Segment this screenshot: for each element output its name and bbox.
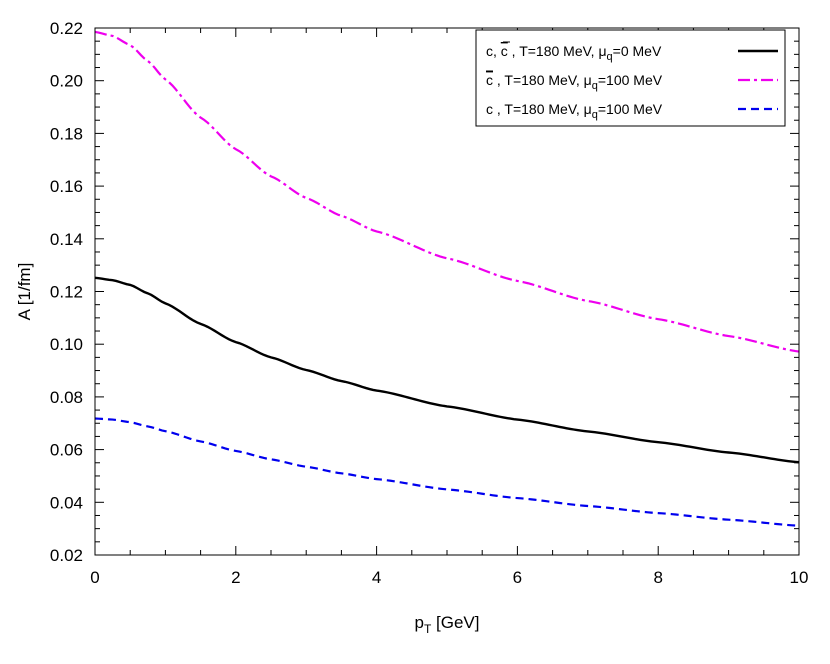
y-tick-label: 0.10 [50, 335, 83, 354]
legend-label-2: c , T=180 MeV, μq=100 MeV [486, 101, 663, 121]
x-title-main: p [415, 613, 424, 632]
y-tick-label: 0.18 [50, 124, 83, 143]
legend-label-1: c , T=180 MeV, μq=100 MeV [486, 72, 663, 92]
legend: c, c , T=180 MeV, μq=0 MeV c , T=180 MeV,… [475, 29, 786, 127]
x-tick-label: 10 [790, 568, 809, 587]
y-tick-label: 0.20 [50, 72, 83, 91]
series-line-2 [94, 417, 800, 527]
legend-label-0: c, c , T=180 MeV, μq=0 MeV [486, 43, 662, 63]
x-tick-label: 2 [231, 568, 240, 587]
y-tick-label: 0.14 [50, 230, 83, 249]
x-tick-label: 0 [90, 568, 99, 587]
plot-frame [94, 27, 800, 556]
y-tick-label: 0.04 [50, 493, 83, 512]
y-axis-title: A [1/fm] [15, 263, 34, 321]
y-tick-label: 0.12 [50, 283, 83, 302]
x-tick-label: 4 [372, 568, 381, 587]
y-tick-label: 0.16 [50, 177, 83, 196]
legend-box [475, 29, 786, 127]
series-layer [94, 30, 800, 527]
x-tick-label: 8 [653, 568, 662, 587]
x-tick-label: 6 [513, 568, 522, 587]
tick-labels: 0 2 4 6 8 10 0.02 0.04 0.06 0.08 0.10 0.12 0.14 0.16 0… [50, 19, 809, 587]
x-title-sub: T [424, 622, 432, 636]
y-tick-label: 0.06 [50, 441, 83, 460]
y-tick-label: 0.08 [50, 388, 83, 407]
y-tick-label: 0.22 [50, 19, 83, 38]
series-line-1 [94, 30, 800, 353]
y-tick-label: 0.02 [50, 546, 83, 565]
x-axis-title: pT [GeV] [415, 613, 480, 636]
x-title-rest: [GeV] [431, 613, 479, 632]
series-line-0 [94, 276, 800, 464]
